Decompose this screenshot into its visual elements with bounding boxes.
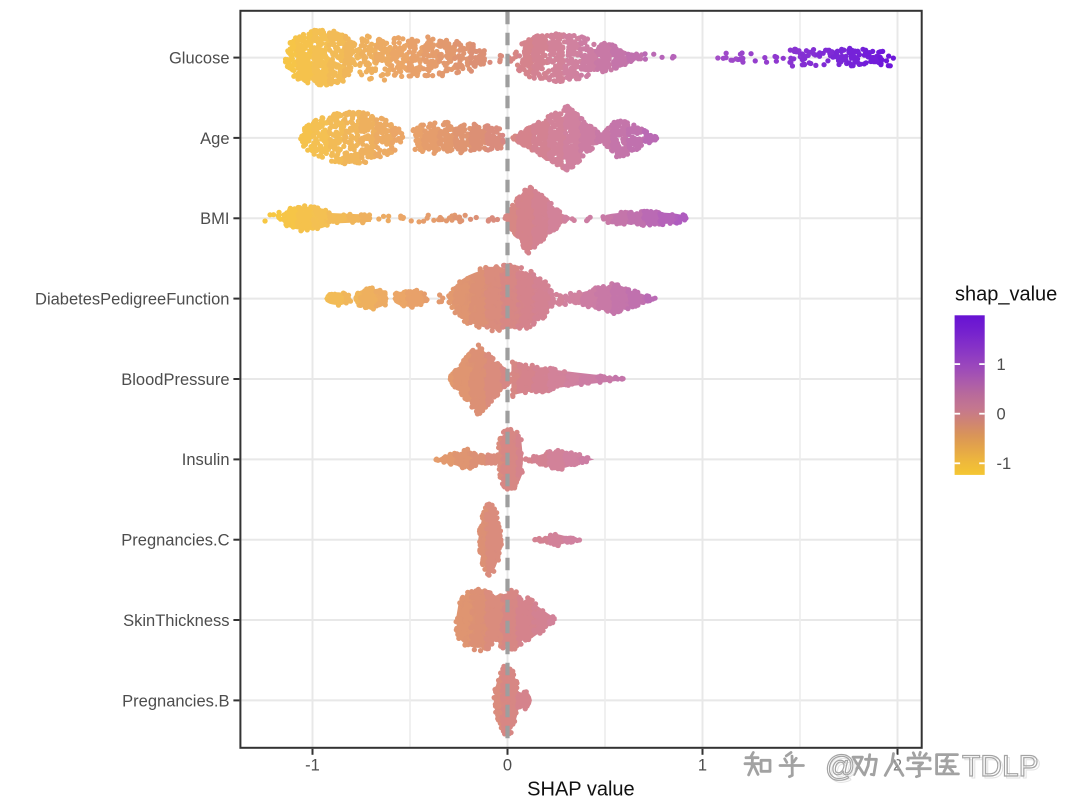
svg-text:0: 0 [503, 757, 512, 775]
svg-text:SkinThickness: SkinThickness [123, 612, 229, 630]
svg-text:0: 0 [997, 406, 1006, 424]
svg-text:@: @ [825, 750, 855, 783]
svg-text:Pregnancies.B: Pregnancies.B [122, 692, 229, 710]
svg-text:BMI: BMI [200, 210, 229, 228]
svg-text:Age: Age [200, 130, 229, 148]
svg-text:SHAP value: SHAP value [527, 779, 634, 801]
svg-text:Insulin: Insulin [182, 451, 230, 469]
svg-text:@: @ [827, 752, 857, 785]
svg-text:TDLP: TDLP [964, 752, 1041, 785]
svg-text:BloodPressure: BloodPressure [121, 371, 229, 389]
svg-text:TDLP: TDLP [962, 750, 1039, 783]
svg-text:Pregnancies.C: Pregnancies.C [121, 532, 229, 550]
svg-text:1: 1 [997, 356, 1006, 374]
svg-text:-1: -1 [305, 757, 320, 775]
svg-text:DiabetesPedigreeFunction: DiabetesPedigreeFunction [35, 291, 229, 309]
svg-text:Glucose: Glucose [169, 50, 230, 68]
svg-text:1: 1 [698, 757, 707, 775]
svg-text:shap_value: shap_value [955, 284, 1057, 306]
svg-text:-1: -1 [997, 455, 1012, 473]
